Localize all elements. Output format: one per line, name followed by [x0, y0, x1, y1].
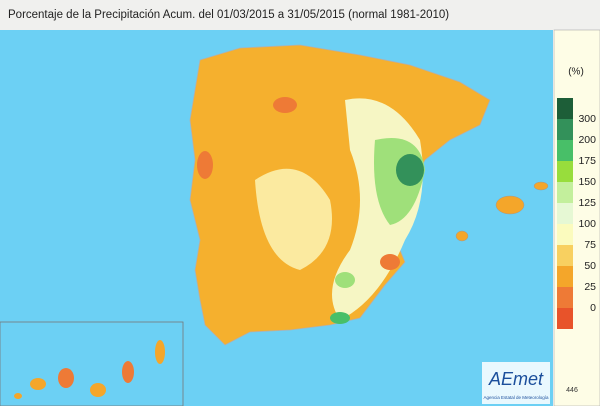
region-red [380, 254, 400, 270]
legend-swatch [557, 182, 573, 203]
region-red [273, 97, 297, 113]
legend-label: 300 [578, 113, 596, 125]
island [90, 383, 106, 397]
island [495, 195, 525, 215]
legend-swatch [557, 308, 573, 329]
logo-box [482, 362, 550, 404]
title-bar [0, 0, 600, 30]
region-green [335, 272, 355, 288]
island [455, 230, 469, 242]
island [533, 181, 549, 191]
region-green [330, 312, 350, 324]
peninsula [189, 44, 491, 346]
island [122, 361, 134, 383]
legend-swatch [557, 140, 573, 161]
legend-swatch [557, 161, 573, 182]
legend-label: 125 [578, 197, 596, 209]
legend-swatch [557, 119, 573, 140]
legend-label: 100 [578, 218, 596, 230]
legend-label: 150 [578, 176, 596, 188]
logo: AEmet [488, 369, 544, 389]
legend-swatch [557, 203, 573, 224]
legend-label: 0 [590, 302, 596, 314]
legend-label: 175 [578, 155, 596, 167]
agency: Agencia Estatal de Meteorología [483, 395, 549, 400]
island [58, 368, 74, 388]
legend-swatch [557, 224, 573, 245]
map-code: 446 [566, 387, 578, 394]
legend-swatch [557, 245, 573, 266]
legend-label: 50 [584, 260, 596, 272]
legend-swatch [557, 266, 573, 287]
legend-label: 75 [584, 239, 596, 251]
legend-swatch [557, 98, 573, 119]
island [155, 340, 165, 364]
legend-label: 25 [584, 281, 596, 293]
title: Porcentaje de la Precipitación Acum. del… [8, 9, 449, 21]
island [30, 378, 46, 390]
legend: 300 200 175 150 125 100 75 50 25 0 [557, 98, 596, 329]
region-darkgreen [396, 154, 424, 186]
legend-label: 200 [578, 134, 596, 146]
legend-swatch [557, 287, 573, 308]
region-pale [255, 168, 332, 270]
island [14, 393, 22, 399]
region-red [197, 151, 213, 179]
legend-unit: (%) [568, 67, 584, 78]
